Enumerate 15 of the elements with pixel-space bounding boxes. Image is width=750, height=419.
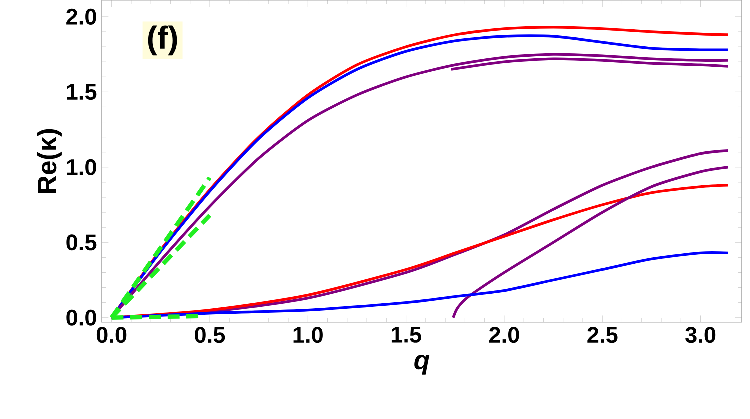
x-tick-label: 2.0 [489,326,520,343]
x-tick-label: 1.0 [294,326,323,343]
y-tick-label: 0.5 [66,234,97,250]
x-tick-label: 1.5 [392,326,422,343]
y-axis-title: Re(κ) [37,129,62,193]
x-tick-label: 3.0 [686,326,716,343]
x-axis-title: q [414,354,430,375]
y-tick-label: 2.0 [66,8,96,25]
y-tick-label: 0.0 [66,310,96,326]
annotation: (f) [148,26,178,56]
x-tick-label: 0.5 [195,326,226,343]
x-tick-label: 2.5 [588,326,618,343]
y-tick-label: 1.0 [67,159,96,176]
x-tick-label: 0.0 [96,326,127,343]
y-tick-label: 1.5 [67,84,97,100]
